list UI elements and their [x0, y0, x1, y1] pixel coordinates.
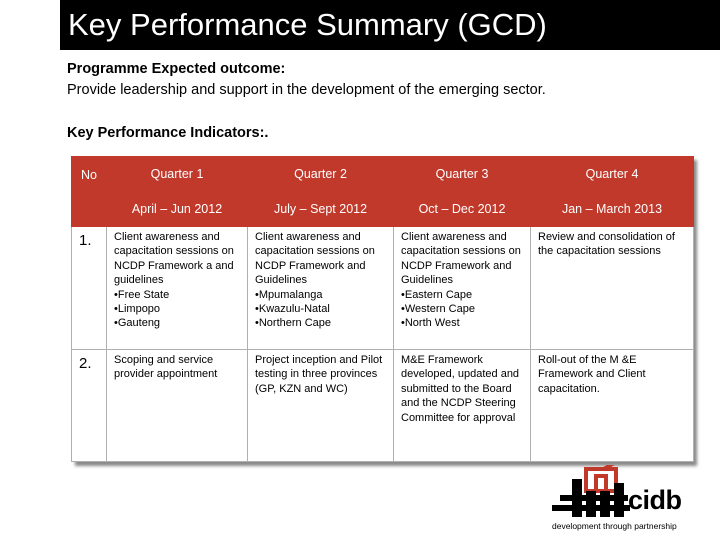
header-period-1: April – Jun 2012 — [106, 191, 248, 227]
table-cell: Client awareness and capacitation sessio… — [106, 226, 248, 350]
table-cell: Project inception and Pilot testing in t… — [247, 349, 394, 462]
page-title: Key Performance Summary (GCD) — [68, 7, 547, 42]
header-quarter-4: Quarter 4 — [530, 156, 694, 192]
header-quarter-2: Quarter 2 — [247, 156, 394, 192]
table-row: 1. Client awareness and capacitation ses… — [71, 226, 694, 350]
cell-text: M&E Framework developed, updated and sub… — [401, 354, 520, 424]
table-row: 2. Scoping and service provider appointm… — [71, 349, 694, 462]
logo-wordmark: cidb — [628, 485, 682, 515]
cell-bullet: •Western Cape — [401, 303, 475, 316]
row-number: 1. — [71, 226, 107, 350]
outcome-heading: Programme Expected outcome: — [67, 61, 286, 77]
header-quarter-3: Quarter 3 — [393, 156, 531, 192]
logo-tagline: development through partnership — [552, 521, 677, 531]
table-cell: Client awareness and capacitation sessio… — [393, 226, 531, 350]
cell-bullet: •Mpumalanga — [255, 288, 323, 301]
table-cell: M&E Framework developed, updated and sub… — [393, 349, 531, 462]
title-bar: Key Performance Summary (GCD) — [60, 0, 720, 50]
header-period-3: Oct – Dec 2012 — [393, 191, 531, 227]
table-cell: Client awareness and capacitation sessio… — [247, 226, 394, 350]
table-cell: Review and consolidation of the capacita… — [530, 226, 694, 350]
cell-bullet: •Northern Cape — [255, 317, 332, 330]
row-number: 2. — [71, 349, 107, 462]
cell-bullet: •Free State — [114, 288, 170, 301]
kpi-table: No Quarter 1 Quarter 2 Quarter 3 Quarter… — [71, 156, 694, 462]
cell-text: Review and consolidation of the capacita… — [538, 231, 675, 258]
cell-text: Project inception and Pilot testing in t… — [255, 354, 383, 395]
cell-text: Roll-out of the M &E Framework and Clien… — [538, 354, 646, 395]
header-period-4: Jan – March 2013 — [530, 191, 694, 227]
kpi-heading: Key Performance Indicators:. — [67, 125, 269, 141]
cell-text: Client awareness and capacitation sessio… — [255, 231, 375, 287]
cell-bullet: •Gauteng — [114, 317, 161, 330]
outcome-text: Provide leadership and support in the de… — [67, 82, 546, 98]
cell-bullet: •North West — [401, 317, 460, 330]
table-cell: Scoping and service provider appointment — [106, 349, 248, 462]
header-quarter-1: Quarter 1 — [106, 156, 248, 192]
cidb-logo — [552, 461, 704, 531]
cidb-bar-logo-icon — [552, 461, 630, 517]
cell-bullet: •Limpopo — [114, 303, 161, 316]
cell-text: Client awareness and capacitation sessio… — [401, 231, 521, 287]
header-period-2: July – Sept 2012 — [247, 191, 394, 227]
cell-bullet: •Kwazulu-Natal — [255, 303, 330, 316]
outcome-block: Programme Expected outcome: Provide lead… — [67, 59, 707, 101]
table-cell: Roll-out of the M &E Framework and Clien… — [530, 349, 694, 462]
header-no: No — [71, 156, 107, 227]
cell-text: Client awareness and capacitation sessio… — [114, 231, 234, 287]
cell-text: Scoping and service provider appointment — [114, 354, 218, 381]
cell-bullet: •Eastern Cape — [401, 288, 473, 301]
